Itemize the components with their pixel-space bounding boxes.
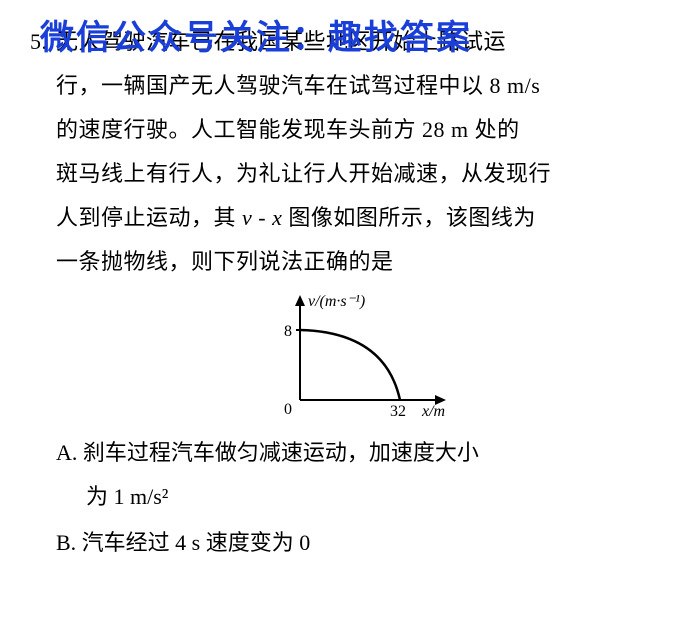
- vx-chart: v/(m·s⁻¹) 8 0 32 x/m: [240, 290, 460, 425]
- option-a-line2: 为 1 m/s²: [86, 484, 168, 509]
- option-a-line1: A. 刹车过程汽车做匀减速运动，加速度大小: [56, 440, 479, 465]
- q-line-5a: 人到停止运动，其: [56, 205, 242, 230]
- question-number: 5.: [30, 20, 56, 64]
- q-var-v: v: [242, 205, 252, 230]
- option-b-text: B. 汽车经过 4 s 速度变为 0: [56, 530, 310, 555]
- q-line-3: 的速度行驶。人工智能发现车头前方 28 m 处的: [56, 117, 520, 142]
- q-var-x: x: [272, 205, 282, 230]
- chart-svg: v/(m·s⁻¹) 8 0 32 x/m: [240, 290, 460, 420]
- y-axis-label: v/(m·s⁻¹): [308, 293, 365, 310]
- curve: [300, 330, 400, 400]
- q-line-4: 斑马线上有行人，为礼让行人开始减速，从发现行: [56, 161, 551, 186]
- option-a: A. 刹车过程汽车做匀减速运动，加速度大小 为 1 m/s²: [56, 431, 670, 519]
- chart-container: v/(m·s⁻¹) 8 0 32 x/m: [30, 290, 670, 425]
- options-block: A. 刹车过程汽车做匀减速运动，加速度大小 为 1 m/s² B. 汽车经过 4…: [56, 431, 670, 565]
- y-value-label: 8: [284, 323, 292, 340]
- y-arrow: [295, 295, 305, 306]
- x-value-label: 32: [390, 403, 406, 420]
- q-line-1: 无人驾驶汽车已在我国某些地区开始上路试运: [56, 29, 506, 54]
- x-axis-label: x/m: [421, 403, 445, 420]
- option-b: B. 汽车经过 4 s 速度变为 0: [56, 521, 670, 565]
- question-text: 5.无人驾驶汽车已在我国某些地区开始上路试运 行，一辆国产无人驾驶汽车在试驾过程…: [30, 20, 670, 284]
- question-block: 5.无人驾驶汽车已在我国某些地区开始上路试运 行，一辆国产无人驾驶汽车在试驾过程…: [30, 20, 670, 284]
- q-line-2: 行，一辆国产无人驾驶汽车在试驾过程中以 8 m/s: [56, 73, 540, 98]
- q-line-6: 一条抛物线，则下列说法正确的是: [56, 249, 394, 274]
- q-line-5b: 图像如图所示，该图线为: [282, 205, 536, 230]
- origin-label: 0: [284, 401, 292, 418]
- q-dash: -: [252, 205, 272, 230]
